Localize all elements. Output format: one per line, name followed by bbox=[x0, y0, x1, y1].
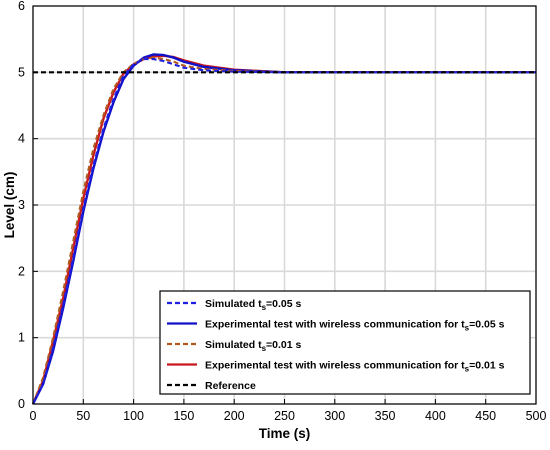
legend-text-pre: Simulated t bbox=[205, 298, 262, 310]
x-tick-label: 50 bbox=[76, 409, 90, 423]
y-tick-label: 0 bbox=[18, 397, 25, 411]
y-axis-label: Level (cm) bbox=[2, 172, 17, 239]
y-tick-label: 4 bbox=[18, 132, 25, 146]
y-tick-label: 6 bbox=[18, 0, 25, 13]
legend-text-pre: Experimental test with wireless communic… bbox=[205, 319, 465, 331]
legend-text-sub: s bbox=[262, 303, 267, 312]
series-line-0 bbox=[32, 58, 536, 405]
y-tick-label: 5 bbox=[18, 65, 25, 79]
x-axis-label: Time (s) bbox=[259, 426, 311, 441]
legend-text-post: =0.05 s bbox=[266, 298, 301, 310]
legend-text-post: =0.01 s bbox=[266, 339, 301, 351]
legend-entry-0: Simulated ts=0.05 s bbox=[205, 298, 302, 312]
legend-box bbox=[159, 290, 531, 395]
legend-text-pre: Reference bbox=[205, 380, 256, 392]
x-tick-label: 150 bbox=[173, 409, 194, 423]
x-tick-label: 300 bbox=[324, 409, 345, 423]
x-tick-label: 0 bbox=[30, 409, 37, 423]
y-tick-label: 1 bbox=[18, 331, 25, 345]
legend-entry-2: Simulated ts=0.01 s bbox=[205, 339, 302, 353]
x-tick-label: 450 bbox=[475, 409, 496, 423]
legend-entry-4: Reference bbox=[205, 380, 256, 392]
legend-text-sub: s bbox=[465, 365, 470, 374]
legend-text-post: =0.01 s bbox=[469, 360, 504, 372]
legend-text-sub: s bbox=[465, 324, 470, 333]
legend-text-pre: Simulated t bbox=[205, 339, 262, 351]
legend-text-post: =0.05 s bbox=[469, 319, 504, 331]
legend-entry-1: Experimental test with wireless communic… bbox=[205, 319, 505, 333]
x-tick-label: 400 bbox=[425, 409, 446, 423]
x-tick-label: 200 bbox=[224, 409, 245, 423]
x-tick-label: 500 bbox=[526, 409, 547, 423]
legend-text-pre: Experimental test with wireless communic… bbox=[205, 360, 465, 372]
y-tick-label: 2 bbox=[18, 264, 25, 278]
x-tick-label: 100 bbox=[123, 409, 144, 423]
legend-text-sub: s bbox=[262, 344, 267, 353]
axis-ticks: 0 50 100 150 200 250 300 350 400 450 500 0 1 2 3 4 5 6 bbox=[18, 0, 546, 423]
series-layer bbox=[31, 53, 536, 405]
legend-entry-3: Experimental test with wireless communic… bbox=[205, 360, 505, 374]
x-tick-label: 250 bbox=[274, 409, 295, 423]
x-tick-label: 350 bbox=[375, 409, 396, 423]
y-tick-label: 3 bbox=[18, 198, 25, 212]
